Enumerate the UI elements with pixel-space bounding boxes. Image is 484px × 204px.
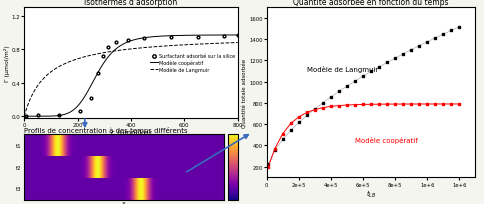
Title: Quantité adsorbée en fonction du temps: Quantité adsorbée en fonction du temps xyxy=(293,0,448,7)
Title: Isothermes d'adsorption: Isothermes d'adsorption xyxy=(84,0,177,7)
Text: Profils de concentration à des temps différents: Profils de concentration à des temps dif… xyxy=(24,126,187,133)
Y-axis label: Quantité totale adsorbée: Quantité totale adsorbée xyxy=(242,58,247,127)
X-axis label: $t_{LB}$: $t_{LB}$ xyxy=(365,188,376,199)
Legend: Surfactant adsorbé sur la silice, Modèle coopératif, Modèle de Langmuir: Surfactant adsorbé sur la silice, Modèle… xyxy=(150,54,235,72)
Y-axis label: Γ (µmol/m²): Γ (µmol/m²) xyxy=(4,45,10,82)
Text: Modèle coopératif: Modèle coopératif xyxy=(354,137,417,144)
X-axis label: x: x xyxy=(122,200,125,204)
Text: Modèle de Langmuir: Modèle de Langmuir xyxy=(306,66,378,73)
X-axis label: c (µmol/kg): c (µmol/kg) xyxy=(111,129,151,135)
